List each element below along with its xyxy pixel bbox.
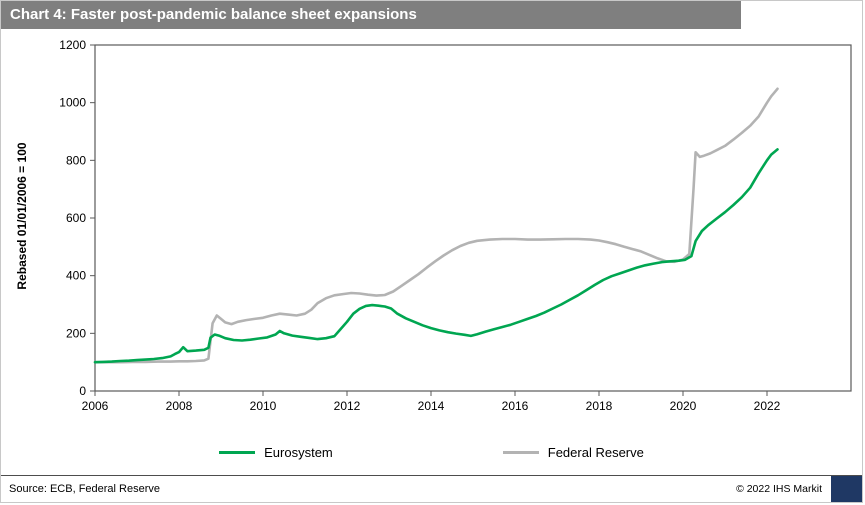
svg-text:800: 800 [66, 153, 86, 167]
svg-text:400: 400 [66, 269, 86, 283]
svg-text:600: 600 [66, 211, 86, 225]
svg-text:200: 200 [66, 326, 86, 340]
y-axis-label: Rebased 01/01/2006 = 100 [15, 142, 29, 290]
line-chart-plot: 0 200 400 600 800 1000 1200 2006 2008 2010 2012 201… [59, 38, 852, 413]
federal-reserve-line-swatch [502, 450, 539, 454]
chart-area: Rebased 01/01/2006 = 100 0 200 400 600 800 10… [1, 29, 862, 429]
legend-label-eurosystem: Eurosystem [264, 444, 333, 460]
svg-text:1200: 1200 [59, 38, 86, 52]
plot-column: 0 200 400 600 800 1000 1200 2006 2008 2010 2012 201… [43, 35, 862, 429]
copyright-note: © 2022 IHS Markit [736, 483, 822, 495]
svg-text:2012: 2012 [334, 399, 361, 413]
svg-text:2020: 2020 [670, 399, 697, 413]
eurosystem-line-swatch [219, 450, 256, 454]
y-axis-label-column: Rebased 01/01/2006 = 100 [1, 35, 43, 429]
chart-title-bar: Chart 4: Faster post-pandemic balance sh… [1, 1, 741, 29]
legend-label-federal-reserve: Federal Reserve [547, 444, 644, 460]
legend: Eurosystem Federal Reserve [1, 429, 862, 475]
source-note: Source: ECB, Federal Reserve [9, 483, 161, 495]
legend-item-federal-reserve: Federal Reserve [502, 444, 644, 460]
svg-text:2006: 2006 [82, 399, 109, 413]
svg-text:2014: 2014 [418, 399, 445, 413]
svg-text:2018: 2018 [586, 399, 613, 413]
svg-text:0: 0 [79, 384, 86, 398]
legend-item-eurosystem: Eurosystem [219, 445, 333, 460]
svg-text:2016: 2016 [502, 399, 529, 413]
ihs-markit-brand-box [831, 476, 862, 502]
svg-text:2022: 2022 [754, 399, 781, 413]
svg-text:2010: 2010 [250, 399, 277, 413]
svg-text:2008: 2008 [166, 399, 193, 413]
footer-bar: Source: ECB, Federal Reserve © 2022 IHS … [1, 475, 862, 502]
svg-text:1000: 1000 [59, 96, 86, 110]
